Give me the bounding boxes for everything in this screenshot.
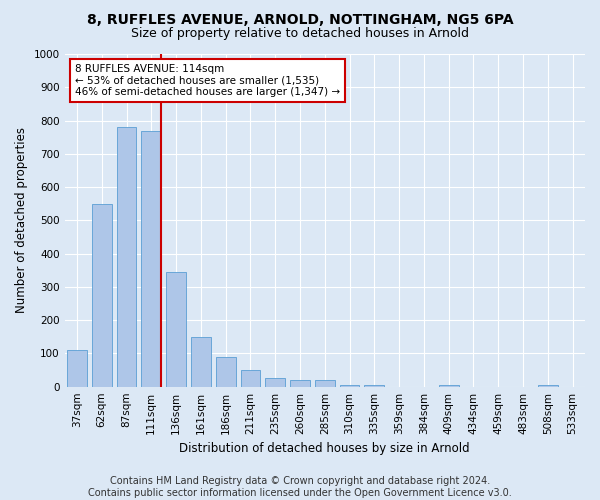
Bar	[315, 380, 335, 386]
Bar	[116, 127, 136, 386]
X-axis label: Distribution of detached houses by size in Arnold: Distribution of detached houses by size …	[179, 442, 470, 455]
Bar	[340, 385, 359, 386]
Bar	[142, 130, 161, 386]
Bar	[439, 385, 458, 386]
Bar	[67, 350, 87, 387]
Bar	[364, 385, 384, 386]
Bar	[216, 356, 236, 386]
Bar	[538, 385, 558, 386]
Y-axis label: Number of detached properties: Number of detached properties	[15, 128, 28, 314]
Bar	[166, 272, 186, 386]
Bar	[265, 378, 285, 386]
Text: 8, RUFFLES AVENUE, ARNOLD, NOTTINGHAM, NG5 6PA: 8, RUFFLES AVENUE, ARNOLD, NOTTINGHAM, N…	[86, 12, 514, 26]
Text: Contains HM Land Registry data © Crown copyright and database right 2024.
Contai: Contains HM Land Registry data © Crown c…	[88, 476, 512, 498]
Text: Size of property relative to detached houses in Arnold: Size of property relative to detached ho…	[131, 28, 469, 40]
Bar	[241, 370, 260, 386]
Bar	[92, 204, 112, 386]
Text: 8 RUFFLES AVENUE: 114sqm
← 53% of detached houses are smaller (1,535)
46% of sem: 8 RUFFLES AVENUE: 114sqm ← 53% of detach…	[75, 64, 340, 97]
Bar	[290, 380, 310, 386]
Bar	[191, 337, 211, 386]
